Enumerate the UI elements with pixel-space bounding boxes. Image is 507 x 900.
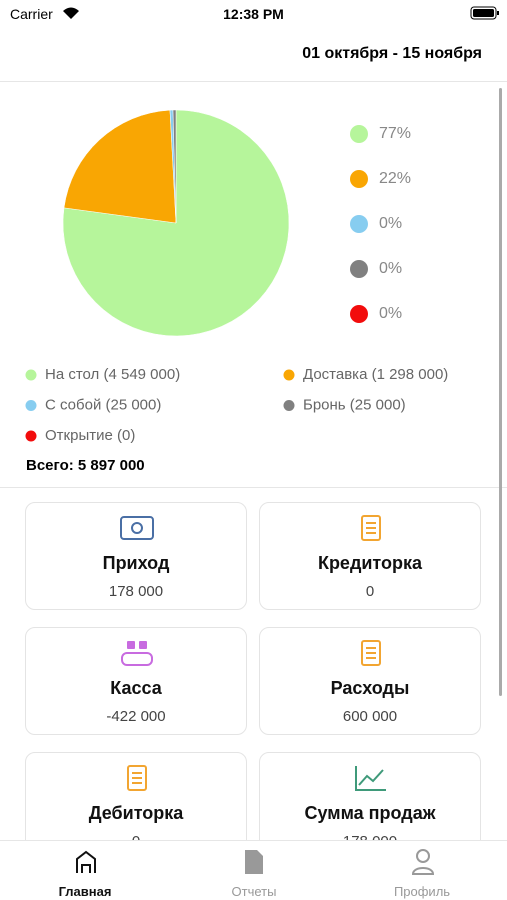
home-icon[interactable]	[72, 848, 100, 876]
chart: 77% На стол (4 549 000) 22% Доставка (1 298…	[25, 109, 448, 444]
percent-label: 0%	[379, 215, 402, 232]
legend-dot	[350, 125, 368, 143]
divider	[0, 81, 507, 82]
legend-label: Открытие (0)	[45, 427, 135, 444]
card-value: 178 000	[108, 583, 164, 600]
card-title: Приход	[102, 553, 170, 573]
percent-label: 22%	[379, 170, 411, 187]
legend-dot	[283, 400, 295, 411]
total: Всего: 5 897 000	[26, 457, 145, 474]
legend-dot	[25, 400, 37, 411]
legend-label: Доставка (1 298 000)	[303, 366, 448, 383]
register-icon	[121, 641, 153, 666]
wifi-icon	[63, 7, 79, 19]
card-title: Дебиторка	[88, 803, 184, 823]
card[interactable]: Касса -422 000	[25, 627, 247, 735]
profile-icon[interactable]	[410, 848, 436, 876]
percent-label: 0%	[379, 305, 402, 322]
legend-dot	[350, 305, 368, 323]
card-value: -422 000	[106, 708, 166, 725]
date-range[interactable]: 01 октября - 15 ноября	[302, 45, 482, 62]
doc-icon	[361, 640, 381, 666]
legend-label: С собой (25 000)	[45, 396, 161, 413]
legend-dot	[25, 369, 37, 381]
battery-icon	[470, 6, 499, 20]
legend-label: На стол (4 549 000)	[45, 366, 180, 383]
card-title: Касса	[110, 678, 162, 698]
doc-icon	[127, 765, 147, 791]
scrollbar	[499, 88, 502, 696]
pie-slice	[63, 109, 177, 224]
card[interactable]: Кредиторка 0	[259, 502, 481, 610]
legend-dot	[350, 260, 368, 278]
carrier: Carrier	[10, 6, 53, 22]
tab-label[interactable]: Главная	[58, 884, 112, 899]
legend-dot	[25, 430, 37, 442]
tab-label[interactable]: Профиль	[393, 884, 451, 899]
card-value: 600 000	[342, 708, 398, 725]
tab-label[interactable]: Отчеты	[231, 884, 277, 899]
doc-icon	[361, 515, 381, 541]
legend-dot	[350, 170, 368, 188]
card[interactable]: Приход 178 000	[25, 502, 247, 610]
pie-slice	[172, 109, 177, 224]
card-title: Кредиторка	[317, 553, 423, 573]
card[interactable]: Расходы 600 000	[259, 627, 481, 735]
time: 12:38 PM	[223, 6, 284, 22]
card-value: 0	[365, 583, 375, 600]
percent-label: 0%	[379, 260, 402, 277]
legend-dot	[283, 369, 295, 381]
divider	[0, 487, 507, 488]
money-icon	[120, 516, 154, 540]
card-title: Сумма продаж	[304, 803, 436, 823]
legend-dot	[350, 215, 368, 233]
reports-icon[interactable]	[242, 848, 266, 876]
percent-label: 77%	[379, 125, 411, 142]
card-title: Расходы	[330, 678, 410, 698]
chart-icon	[355, 766, 386, 791]
legend-label: Бронь (25 000)	[303, 396, 406, 413]
